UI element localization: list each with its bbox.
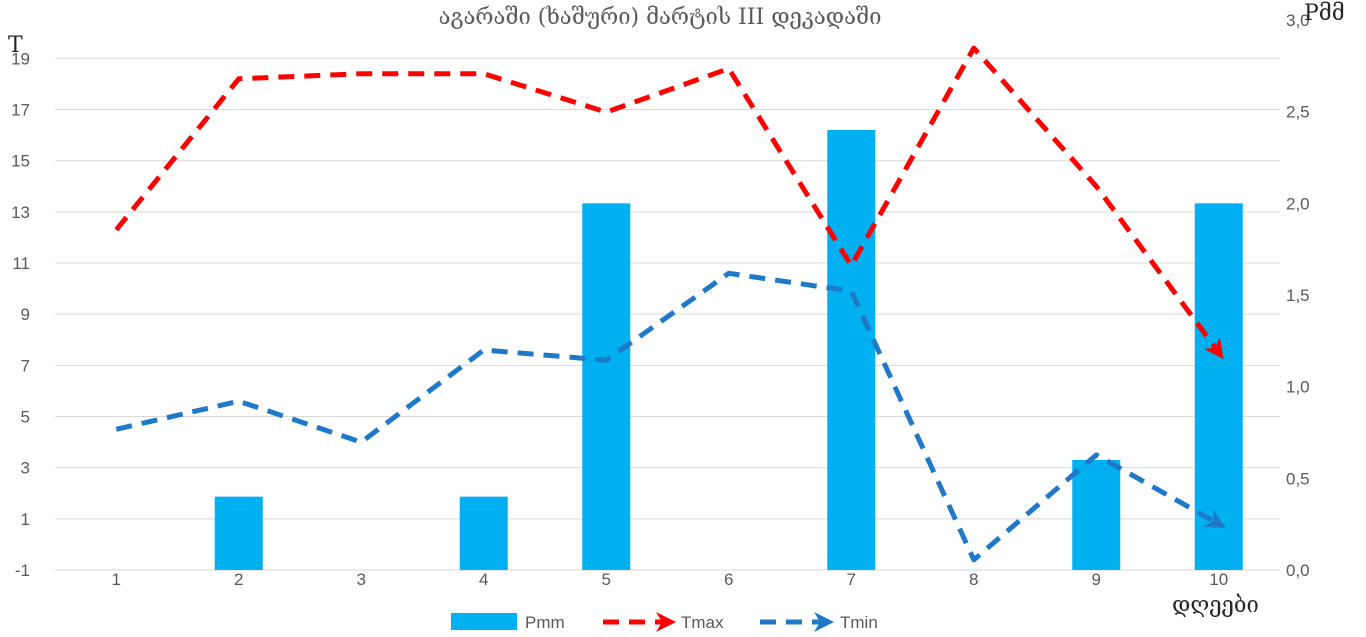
x-tick-label: 8 [969, 570, 978, 589]
legend-label-pmm: Pmm [525, 613, 565, 632]
legend-label-tmin: Tmin [840, 613, 878, 632]
y-axis-right-title: Pმმ [1304, 1, 1345, 26]
y-left-tick-label: 15 [11, 152, 30, 171]
bar-pmm [582, 203, 631, 571]
y-right-tick-label: 0,5 [1286, 469, 1310, 488]
y-left-tick-label: 11 [12, 254, 30, 273]
temperature-lines [114, 45, 1226, 563]
y-right-tick-label: 2,5 [1286, 103, 1310, 122]
y-left-tick-label: 19 [11, 49, 30, 68]
x-tick-label: 4 [479, 570, 488, 589]
y-left-tick-label: 1 [21, 510, 30, 529]
y-left-tick-label: 13 [11, 203, 30, 222]
y-right-tick-label: 3,0 [1286, 11, 1310, 30]
x-tick-label: 3 [357, 570, 366, 589]
x-tick-label: 10 [1209, 570, 1228, 589]
bar-pmm [459, 496, 508, 570]
x-tick-label: 5 [602, 570, 611, 589]
x-axis-title: დღეები [1172, 593, 1259, 618]
y-left-tick-label: -1 [15, 561, 30, 580]
x-tick-label: 9 [1092, 570, 1101, 589]
chart-title: აგარაში (ხაშური) მარტის III დეკადაში [439, 5, 882, 30]
legend-swatch-pmm [451, 613, 517, 630]
bar-pmm [1072, 460, 1121, 570]
bar-pmm [1194, 203, 1243, 571]
line-tmin [115, 270, 1226, 563]
y-axis-left-title: T [8, 33, 23, 58]
y-right-tick-label: 2,0 [1286, 194, 1310, 213]
left-axis-ticks: 19 17 15 13 11 9 7 5 3 1 -1 [11, 49, 30, 580]
legend-label-tmax: Tmax [681, 613, 724, 632]
x-tick-label: 6 [724, 570, 733, 589]
legend: Pmm Tmax Tmin [451, 612, 878, 632]
pmm-bars [214, 130, 1243, 571]
y-right-tick-label: 1,0 [1286, 378, 1310, 397]
bar-pmm [214, 496, 263, 570]
line-tmax [114, 45, 1224, 360]
y-left-tick-label: 3 [21, 459, 30, 478]
x-tick-label: 2 [234, 570, 243, 589]
x-tick-label: 1 [112, 570, 121, 589]
y-right-tick-label: 1,5 [1286, 286, 1310, 305]
y-left-tick-label: 9 [21, 305, 30, 324]
x-tick-label: 7 [847, 570, 856, 589]
right-axis-ticks: 3,0 2,5 2,0 1,5 1,0 0,5 0,0 [1286, 11, 1310, 580]
y-left-tick-label: 7 [21, 356, 30, 375]
x-axis-ticks: 1 2 3 4 5 6 7 8 9 10 [112, 570, 1229, 589]
y-left-tick-label: 5 [21, 408, 30, 427]
y-right-tick-label: 0,0 [1286, 561, 1310, 580]
y-left-tick-label: 17 [11, 101, 30, 120]
bar-pmm [827, 130, 876, 570]
